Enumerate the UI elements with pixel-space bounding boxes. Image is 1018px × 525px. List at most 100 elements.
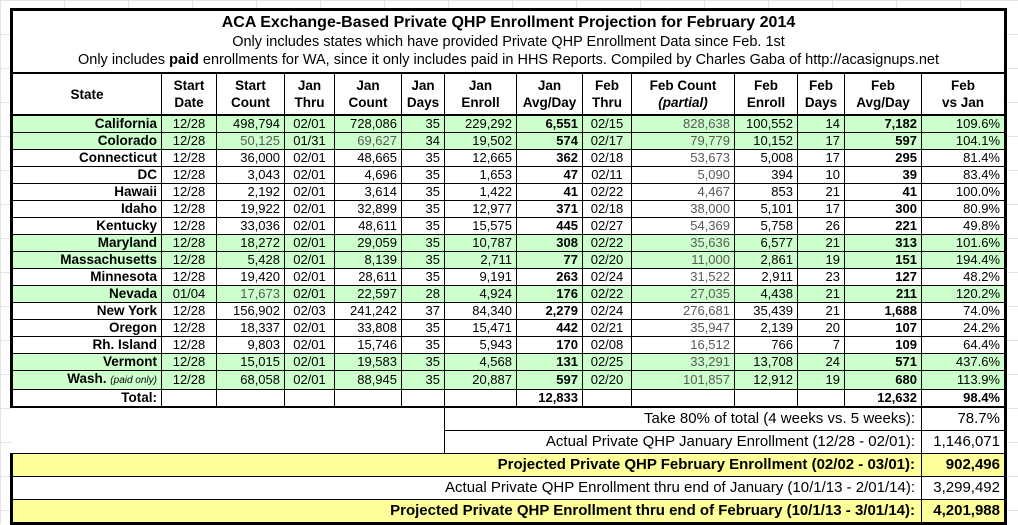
cell-jan-thru: 02/01 [284, 200, 335, 218]
summary-value: 902,496 [921, 453, 1007, 477]
cell-start-date: 12/28 [161, 217, 217, 235]
state-name-cell: California [10, 114, 162, 133]
cell-feb-thru: 02/21 [582, 319, 632, 337]
page-title: ACA Exchange-Based Private QHP Enrollmen… [221, 14, 796, 31]
cell-feb-enroll: 2,861 [734, 251, 798, 269]
cell-jan-thru: 02/01 [284, 217, 335, 235]
cell-jan-enroll: 9,191 [444, 268, 517, 286]
cell-feb-count-partial: 33,291 [631, 353, 735, 371]
cell-start-date: 12/28 [161, 114, 217, 133]
cell-jan-thru: 02/01 [284, 353, 335, 371]
cell-start-count: 33,036 [216, 217, 285, 235]
col-header-start-count: Start Count [216, 72, 285, 116]
col-header-feb-avg-day: Feb Avg/Day [844, 72, 922, 116]
cell-jan-days: 35 [401, 319, 445, 337]
subtitle2-rest: enrollments for WA, since it only includ… [198, 52, 939, 68]
state-name-cell: Rh. Island [10, 336, 162, 354]
state-name: DC [137, 167, 158, 183]
cell-start-count: 19,922 [216, 200, 285, 218]
total-empty-cell [444, 389, 517, 408]
cell-jan-days: 35 [401, 268, 445, 286]
col-header-text: Avg/Day [522, 95, 577, 110]
col-header-feb-vs-jan: Feb vs Jan [921, 72, 1007, 116]
state-name: Maryland [97, 235, 157, 251]
cell-jan-avg-day: 77 [516, 251, 583, 269]
col-header-jan-enroll: Jan Enroll [444, 72, 517, 116]
cell-feb-avg-day: 41 [844, 183, 922, 201]
cell-jan-avg-day: 170 [516, 336, 583, 354]
cell-start-date: 12/28 [161, 302, 217, 320]
table-row-new-york: New York 12/28 156,902 02/03 241,242 37 84,340… [10, 302, 1007, 320]
cell-feb-thru: 02/22 [582, 234, 632, 252]
cell-jan-enroll: 229,292 [444, 114, 517, 133]
cell-feb-avg-day: 295 [844, 149, 922, 167]
cell-feb-vs-jan: 80.9% [921, 200, 1007, 218]
total-empty-cell [631, 389, 735, 408]
col-header-text: Start [235, 78, 266, 93]
cell-start-date: 12/28 [161, 319, 217, 337]
total-row: Total: 12,833 12,632 98.4% [10, 389, 1007, 408]
cell-jan-count: 4,696 [334, 166, 402, 184]
total-empty-cell [797, 389, 845, 408]
col-header-text: Thru [592, 95, 622, 110]
table-row-massachusetts: Massachusetts 12/28 5,428 02/01 8,139 35 2,711… [10, 251, 1007, 269]
table-row-rh-island: Rh. Island 12/28 9,803 02/01 15,746 35 5,943 17… [10, 336, 1007, 354]
cell-feb-count-partial: 31,522 [631, 268, 735, 286]
cell-feb-thru: 02/18 [582, 200, 632, 218]
cell-feb-vs-jan: 48.2% [921, 268, 1007, 286]
state-name: Idaho [121, 201, 157, 217]
total-jan-avg-day: 12,833 [516, 389, 583, 408]
summary-row-take-80-of-total-4-weeks-v: Take 80% of total (4 weeks vs. 5 weeks):… [11, 406, 1007, 431]
state-name-cell: Kentucky [10, 217, 162, 235]
cell-feb-enroll: 853 [734, 183, 798, 201]
subtitle-line-1: Only includes states which have provided… [232, 34, 785, 50]
cell-start-date: 12/28 [161, 370, 217, 390]
cell-feb-vs-jan: 49.8% [921, 217, 1007, 235]
cell-jan-thru: 02/01 [284, 336, 335, 354]
table-row-maryland: Maryland 12/28 18,272 02/01 29,059 35 10,787 30… [10, 234, 1007, 252]
cell-feb-avg-day: 597 [844, 132, 922, 150]
cell-start-date: 12/28 [161, 149, 217, 167]
cell-feb-thru: 02/20 [582, 251, 632, 269]
cell-jan-avg-day: 597 [516, 370, 583, 390]
cell-feb-enroll: 766 [734, 336, 798, 354]
state-name-cell: New York [10, 302, 162, 320]
state-name-cell: Minnesota [10, 268, 162, 286]
col-header-feb-days: Feb Days [797, 72, 845, 116]
cell-jan-days: 34 [401, 132, 445, 150]
cell-feb-avg-day: 571 [844, 353, 922, 371]
state-name-cell: Massachusetts [10, 251, 162, 269]
total-empty-cell [216, 389, 285, 408]
col-header-text: Days [406, 95, 440, 110]
col-header-text: Start [173, 78, 205, 93]
state-name: California [94, 116, 157, 131]
cell-jan-avg-day: 574 [516, 132, 583, 150]
cell-start-count: 18,272 [216, 234, 285, 252]
summary-row-projected-private-qhp-enroll: Projected Private QHP Enrollment thru en… [10, 499, 1007, 525]
table-row-minnesota: Minnesota 12/28 19,420 02/01 28,611 35 9,191 26… [10, 268, 1007, 286]
cell-feb-days: 17 [797, 149, 845, 167]
total-empty-cell [161, 389, 217, 408]
table-row-wash: Wash. (paid only) 12/28 68,058 02/01 88,945 3… [10, 370, 1007, 390]
cell-jan-enroll: 15,575 [444, 217, 517, 235]
cell-start-count: 19,420 [216, 268, 285, 286]
cell-feb-days: 26 [797, 217, 845, 235]
summary-label: Projected Private QHP February Enrollmen… [10, 453, 922, 477]
state-name: Wash. [67, 371, 107, 387]
cell-jan-avg-day: 176 [516, 285, 583, 303]
cell-jan-days: 35 [401, 166, 445, 184]
cell-feb-days: 21 [797, 234, 845, 252]
col-header-text: Jan [468, 78, 493, 93]
summary-row-actual-private-qhp-enrollmen: Actual Private QHP Enrollment thru end o… [10, 476, 1007, 500]
cell-start-date: 12/28 [161, 251, 217, 269]
cell-feb-enroll: 5,101 [734, 200, 798, 218]
cell-start-count: 15,015 [216, 353, 285, 371]
cell-jan-thru: 02/01 [284, 370, 335, 390]
cell-jan-days: 37 [401, 302, 445, 320]
cell-feb-days: 20 [797, 319, 845, 337]
cell-start-count: 17,673 [216, 285, 285, 303]
column-header-row: State Start Date Start Count Jan Thru Jan Count J… [10, 72, 1007, 116]
state-name: Rh. Island [92, 337, 157, 353]
col-header-jan-avg-day: Jan Avg/Day [516, 72, 583, 116]
cell-jan-enroll: 4,568 [444, 353, 517, 371]
